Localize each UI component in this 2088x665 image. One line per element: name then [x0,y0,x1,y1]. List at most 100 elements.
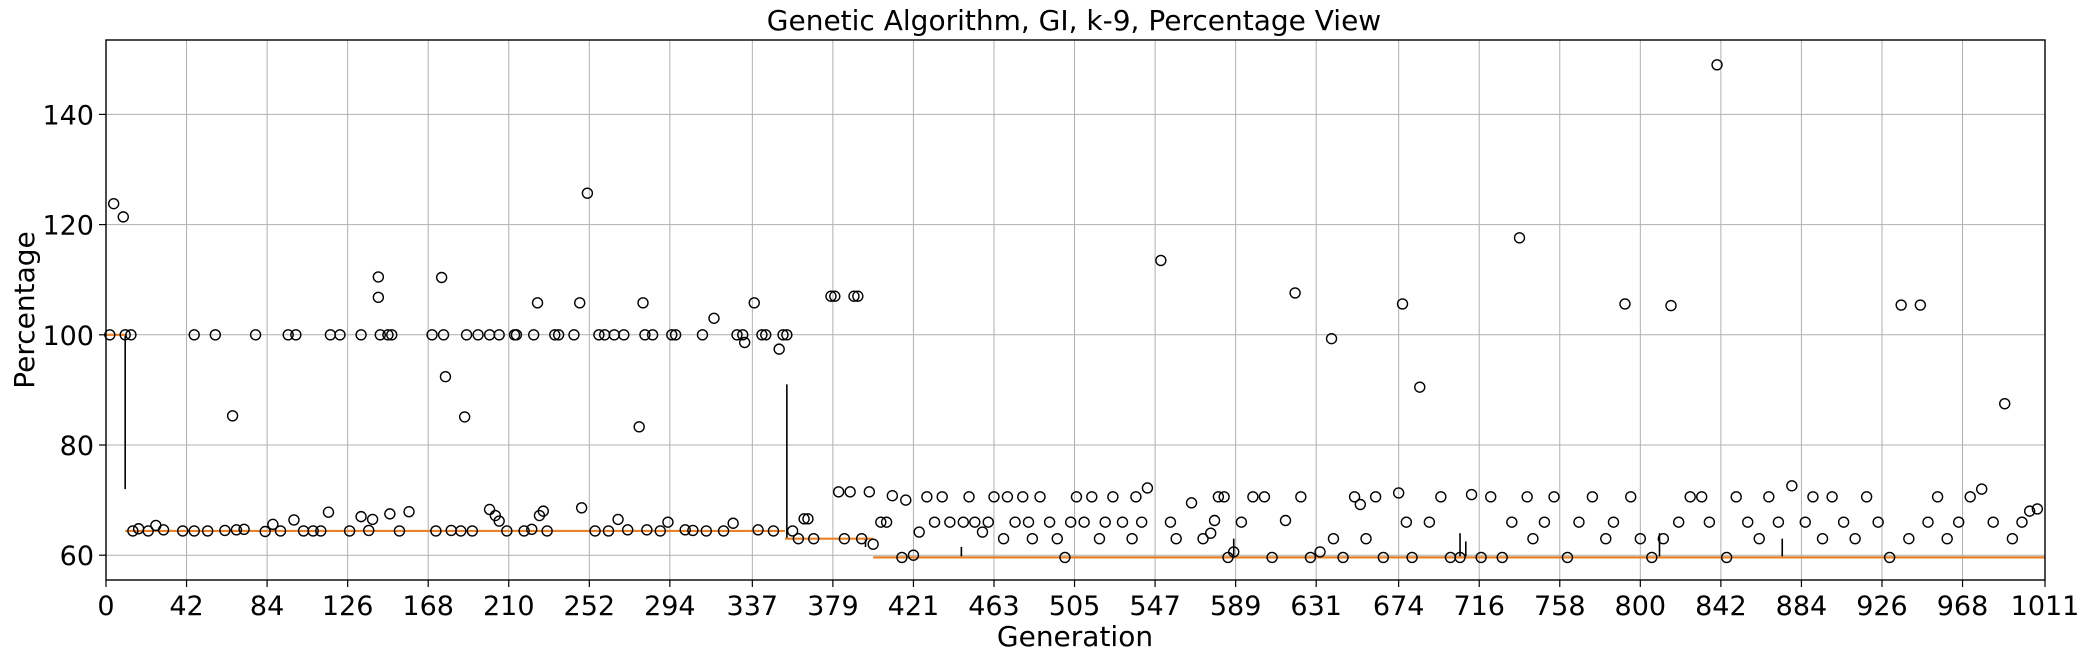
outlier-point [808,532,820,545]
outlier-point [466,525,479,537]
outlier-point [773,343,785,355]
outlier-point [1360,532,1372,545]
outlier-point [493,329,505,341]
outlier-point [117,211,129,223]
outlier-point [1720,551,1733,564]
outlier-point [708,312,720,324]
outlier-point [125,329,137,341]
outlier-point [1423,516,1436,528]
outlier-point [188,329,200,341]
x-tick-label: 337 [727,591,779,622]
outlier-point [639,329,651,341]
outlier-point [2006,532,2019,545]
outlier-point [786,525,799,537]
outlier-point [1099,516,1111,528]
outlier-point [1197,532,1209,545]
x-tick-label: 547 [1129,591,1181,622]
outlier-point [1485,491,1497,503]
x-tick-label: 884 [1776,591,1828,622]
outlier-point [737,329,749,341]
outlier-point [2016,516,2028,528]
outlier-point [575,502,588,514]
outlier-point [290,329,302,341]
outlier-point [209,329,222,341]
outlier-point [1634,532,1647,545]
outlier-point [969,516,981,528]
outlier-point [1786,480,1798,492]
outlier-point [363,524,375,537]
outlier-point [1742,516,1754,528]
outlier-point [641,524,653,536]
outlier-point [1289,287,1301,299]
outlier-point [863,486,876,498]
outlier-point [1976,483,1988,495]
outlier-point [1116,516,1129,528]
outlier-point [1684,491,1696,503]
x-tick-label: 42 [169,591,203,622]
outlier-point [829,290,841,302]
outlier-point [886,489,899,502]
outlier-point [1130,491,1142,503]
outlier-point [1816,532,1829,545]
outlier-point [384,508,396,520]
outlier-point [921,491,933,503]
x-tick-label: 800 [1615,591,1667,622]
outlier-point [343,525,356,537]
outlier-point [460,329,473,341]
outlier-point [403,505,415,518]
outlier-point [838,532,851,545]
outlier-point [777,329,789,341]
outlier-point [226,410,239,422]
outlier-point [355,329,367,341]
outlier-point [1414,381,1426,393]
outlier-point [1922,516,1934,528]
outlier-point [1607,516,1620,528]
outlier-point [568,329,580,341]
outlier-point [1586,491,1599,503]
outlier-point [717,525,730,537]
outlier-point [1185,497,1198,509]
outlier-point [848,290,860,302]
outlier-point [928,516,941,528]
x-tick-label: 126 [322,591,374,622]
outlier-point [127,525,139,537]
outlier-point [501,525,513,537]
outlier-point [574,297,586,309]
outlier-point [1170,532,1182,545]
outlier-point [1369,491,1382,503]
outlier-point [372,271,385,283]
outlier-point [687,524,699,537]
outlier-point [896,551,908,564]
x-tick-label: 252 [564,591,616,622]
outlier-point [1205,527,1217,539]
outlier-point [1396,298,1409,310]
outlier-point [107,197,120,210]
x-tick-label: 421 [888,591,940,622]
outlier-point [988,491,1000,503]
outlier-point [1155,254,1167,267]
outlier-point [1496,551,1508,564]
outlier-point [1837,516,1850,528]
grid-layer [105,40,2046,580]
outlier-point [1304,551,1317,564]
outlier-point [1600,532,1612,545]
outlier-point [1059,551,1071,564]
outlier-point [602,525,615,537]
outlier-point [731,329,743,341]
outlier-point [132,523,145,535]
outlier-point [537,505,549,517]
x-axis-title: Generation [997,620,1153,653]
outlier-point [1247,491,1259,503]
outlier-point [493,515,505,527]
outlier-point [1475,551,1487,564]
outlier-point [1314,546,1326,558]
outlier-point [1078,516,1090,528]
outlier-point [366,513,379,526]
outlier-point [188,525,200,537]
outlier-point [1135,516,1148,528]
outlier-point [646,329,659,341]
outlier-point [526,523,538,536]
outlier-point [957,516,970,528]
outlier-point [1377,551,1390,564]
outlier-point [238,523,250,536]
